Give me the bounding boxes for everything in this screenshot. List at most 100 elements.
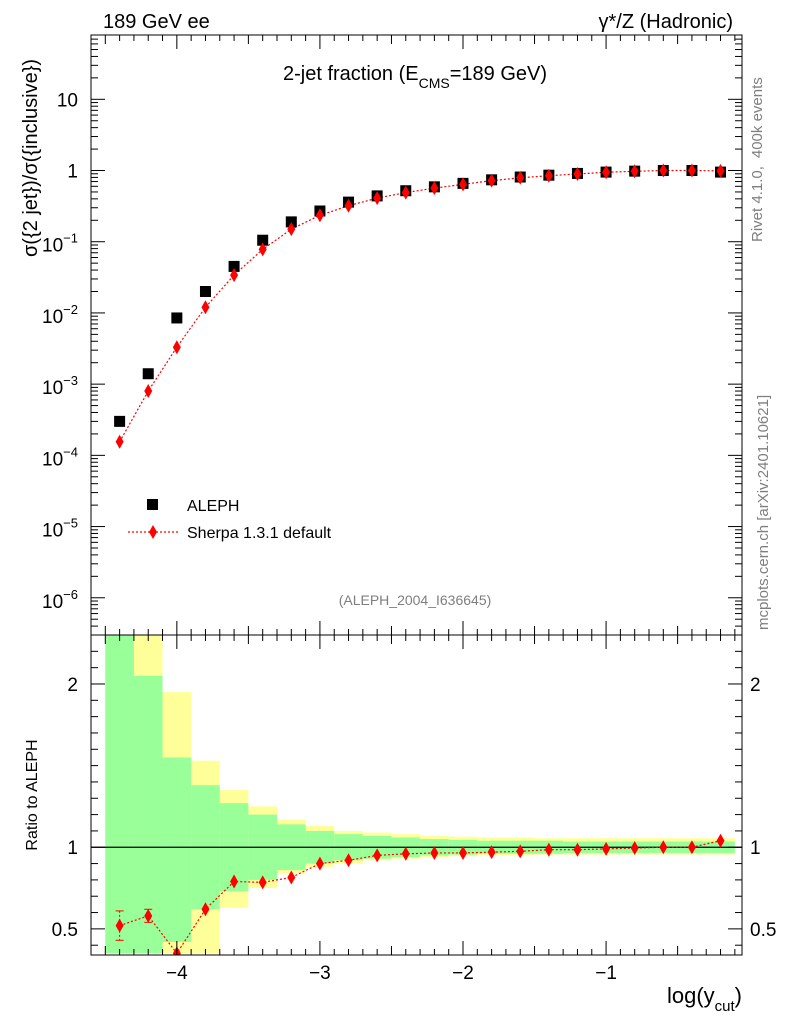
main-plot-frame [90,34,743,636]
ratio-series-line [119,840,721,955]
sherpa-point [544,168,553,183]
ratio-point [373,848,382,863]
main-y-tick-label: 10−1 [42,231,78,257]
tick-base: 10 [42,307,63,328]
legend-sherpa-label: Sherpa 1.3.1 default [187,525,332,542]
main-y-tick-label: 10 [57,90,78,111]
main-y-tick-label: 10−4 [42,444,78,470]
aleph-point [171,312,183,324]
tick-base: 10 [42,521,63,542]
ratio-plot-frame [90,634,743,956]
sherpa-point [201,300,210,315]
ratio-point [115,918,124,933]
rivet-version-text: Rivet 4.1.0, [749,166,766,242]
band-inner-bin [133,675,163,954]
sherpa-point [602,165,611,180]
header-left: 189 GeV ee [103,11,210,33]
main-y-tick-label: 10−5 [42,516,78,542]
sherpa-point [115,434,124,449]
sherpa-point [315,208,324,223]
ratio-point [516,844,525,859]
ratio-point [544,842,553,857]
x-tick-labels: −4 −3 −2 −1 [166,963,617,984]
main-y-tick-label: 10−6 [42,587,78,613]
ratio-point [401,846,410,861]
ratio-y-tick-label-left: 2 [67,675,78,696]
tick-exponent: −4 [63,444,78,459]
main-y-tick-label: 1 [67,162,78,183]
tick-exponent: −6 [63,587,78,602]
legend: ALEPH Sherpa 1.3.1 default [128,498,332,542]
sherpa-point [172,340,181,355]
x-tick-label: −4 [166,963,188,984]
x-tick-label: −2 [452,963,474,984]
tick-base: 10 [42,449,63,470]
ratio-point [630,841,639,856]
plot-title-sub: CMS [419,75,450,91]
x-axis-label-main: log(y [667,983,715,1008]
ratio-point [659,840,668,855]
x-axis-label: log(ycut) [667,983,742,1015]
ratio-y-tick-label-left: 0.5 [52,920,78,941]
tick-exponent: −2 [63,302,78,317]
sherpa-point [459,177,467,192]
ratio-point [487,845,496,860]
aleph-point [114,415,126,427]
events-text: 400k events [749,77,766,158]
sherpa-point [430,181,439,196]
sherpa-point [659,163,668,178]
aleph-point [285,216,297,228]
tick-base: 10 [42,236,63,257]
ratio-point [459,845,467,860]
sherpa-point [344,198,353,213]
x-tick-label: −3 [309,963,331,984]
sherpa-point [144,384,153,399]
sherpa-series-line [119,169,721,443]
ratio-y-tick-label-right: 0.5 [750,920,776,941]
ratio-point [716,833,725,848]
tick-exponent: −1 [63,231,78,246]
header-right: γ*/Z (Hadronic) [599,11,733,33]
ratio-data-points [115,833,725,955]
ratio-point [315,856,324,871]
mcplots-label: mcplots.cern.ch [arXiv:2401.10621] [755,395,772,630]
aleph-point [199,285,211,297]
ratio-point [230,874,239,889]
legend-sherpa-marker [149,525,157,539]
ratio-axis-ticks [90,635,742,955]
x-axis-label-sub: cut [715,998,736,1015]
x-axis-label-suffix: ) [735,983,742,1008]
main-y-tick-label: 10−3 [42,373,78,399]
ratio-band-inner [105,635,735,954]
sherpa-point [287,222,296,237]
sherpa-point [716,163,725,178]
sherpa-point [401,185,410,200]
main-axis-ticks [90,34,742,636]
sherpa-point [373,191,382,206]
ratio-point [430,845,439,860]
ratio-point [602,841,611,856]
sherpa-point [230,268,239,283]
rivet-version-label: Rivet 4.1.0, 400k events [749,77,766,242]
ratio-y-tick-label-right: 1 [750,838,761,859]
aleph-point [228,260,240,272]
tick-base: 10 [42,592,63,613]
ratio-point [573,842,582,857]
tick-exponent: −5 [63,516,78,531]
analysis-watermark: (ALEPH_2004_I636645) [339,592,492,608]
legend-aleph-marker [147,499,158,510]
tick-exponent: −3 [63,373,78,388]
plot-title-suffix: =189 GeV) [450,63,547,85]
ratio-y-tick-labels: 0.5 0.5 1 1 2 2 [52,675,777,941]
ratio-point [287,870,296,885]
plot-title-prefix: 2-jet fraction (E [283,63,419,85]
x-tick-label: −1 [595,963,617,984]
ratio-point [687,840,696,855]
aleph-point [257,234,269,246]
sherpa-point [516,170,525,185]
tick-base: 10 [42,378,63,399]
sherpa-point [573,166,582,181]
legend-aleph-label: ALEPH [187,498,239,515]
